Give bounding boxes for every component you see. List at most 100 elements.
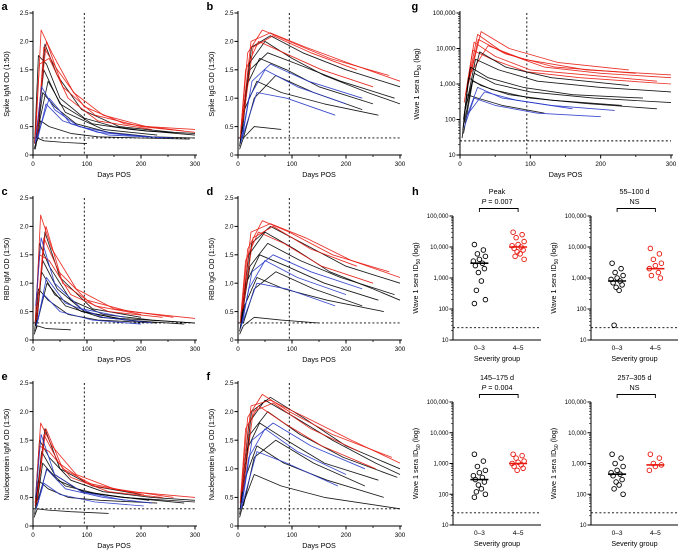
panel-c-rbd-igm: 0 100 200 300 0 0.5 1.0 1.5 2.0 2.5 Days POS RBD Ig… — [0, 185, 205, 370]
svg-text:100: 100 — [287, 346, 298, 353]
svg-text:1.5: 1.5 — [225, 437, 234, 444]
panel-h-letter: h — [412, 186, 419, 198]
svg-text:0: 0 — [31, 161, 35, 168]
svg-text:100,000: 100,000 — [565, 400, 587, 406]
svg-text:0: 0 — [236, 346, 240, 353]
panel-h-257-305d: 10 100 1,000 10,000 100,000 0–3 4–5 257–305 d NS… — [548, 371, 685, 556]
svg-text:100,000: 100,000 — [427, 400, 449, 406]
svg-text:4–5: 4–5 — [513, 530, 524, 537]
chart-c: 0 100 200 300 0 0.5 1.0 1.5 2.0 2.5 Days POS RBD Ig… — [2, 186, 201, 364]
svg-text:0: 0 — [236, 161, 240, 168]
svg-text:10,000: 10,000 — [430, 431, 449, 437]
svg-text:2.0: 2.0 — [225, 409, 234, 416]
svg-text:0.5: 0.5 — [225, 124, 234, 131]
svg-text:f: f — [207, 371, 211, 383]
chart-b: 0 100 200 300 0 0.5 1.0 1.5 2.0 2.5 Days POS Spike … — [207, 1, 406, 179]
svg-text:1.0: 1.0 — [225, 95, 234, 102]
svg-text:1.5: 1.5 — [225, 67, 234, 74]
svg-text:55–100 d: 55–100 d — [620, 187, 650, 196]
svg-text:2.5: 2.5 — [225, 10, 234, 17]
svg-text:200: 200 — [341, 532, 352, 539]
svg-text:1,000: 1,000 — [433, 462, 449, 468]
svg-text:200: 200 — [341, 346, 352, 353]
svg-text:100: 100 — [438, 307, 449, 313]
svg-text:10,000: 10,000 — [568, 245, 587, 251]
svg-text:0: 0 — [25, 523, 29, 530]
svg-text:1.0: 1.0 — [225, 466, 234, 473]
svg-text:0.5: 0.5 — [225, 309, 234, 316]
svg-text:100: 100 — [576, 307, 587, 313]
svg-text:c: c — [2, 186, 8, 198]
svg-text:10: 10 — [580, 523, 587, 529]
svg-text:1.5: 1.5 — [20, 67, 29, 74]
svg-text:1.0: 1.0 — [20, 95, 29, 102]
svg-text:0: 0 — [25, 337, 29, 344]
svg-text:300: 300 — [395, 346, 406, 353]
svg-text:Days POS: Days POS — [549, 170, 583, 179]
svg-text:1.0: 1.0 — [225, 280, 234, 287]
svg-text:10: 10 — [448, 152, 456, 159]
svg-text:100: 100 — [576, 492, 587, 498]
svg-text:Peak: Peak — [489, 187, 506, 196]
svg-text:Days POS: Days POS — [97, 541, 131, 550]
svg-text:2.5: 2.5 — [225, 380, 234, 387]
svg-text:1.0: 1.0 — [20, 280, 29, 287]
chart-h4: 10 100 1,000 10,000 100,000 0–3 4–5 257–305 dNS… — [549, 373, 678, 548]
svg-text:0–3: 0–3 — [474, 530, 485, 537]
svg-text:Nucleoprotein IgG OD (1:50): Nucleoprotein IgG OD (1:50) — [207, 409, 216, 500]
svg-text:300: 300 — [395, 532, 406, 539]
svg-text:100: 100 — [287, 532, 298, 539]
panel-d-rbd-igg: 0 100 200 300 0 0.5 1.0 1.5 2.0 2.5 Days POS RBD Ig… — [205, 185, 410, 370]
svg-text:1.5: 1.5 — [225, 252, 234, 259]
svg-text:200: 200 — [595, 161, 606, 168]
svg-text:e: e — [2, 371, 8, 383]
svg-text:4–5: 4–5 — [650, 345, 661, 352]
svg-text:1.5: 1.5 — [20, 437, 29, 444]
svg-text:g: g — [412, 1, 419, 13]
svg-text:4–5: 4–5 — [650, 530, 661, 537]
svg-text:10: 10 — [442, 338, 449, 344]
chart-a: 0 100 200 300 0 0.5 1.0 1.5 2.0 2.5 Days POS Spike … — [2, 1, 201, 179]
svg-text:1,000: 1,000 — [571, 462, 587, 468]
svg-text:Days POS: Days POS — [97, 170, 131, 179]
svg-text:300: 300 — [395, 161, 406, 168]
svg-text:0: 0 — [31, 532, 35, 539]
svg-text:Wave 1 sera ID50 (log): Wave 1 sera ID50 (log) — [549, 242, 560, 313]
svg-text:RBD IgG OD (1:50): RBD IgG OD (1:50) — [207, 238, 216, 300]
panel-e-nucleoprotein-igm: 0 100 200 300 0 0.5 1.0 1.5 2.0 2.5 Days POS Nucleo… — [0, 370, 205, 556]
svg-text:0: 0 — [230, 337, 234, 344]
svg-text:Wave 1 sera ID50 (log): Wave 1 sera ID50 (log) — [549, 428, 560, 499]
svg-text:1,000: 1,000 — [571, 276, 587, 282]
svg-text:10: 10 — [580, 338, 587, 344]
svg-text:2.5: 2.5 — [20, 195, 29, 202]
svg-text:0: 0 — [458, 161, 462, 168]
svg-text:Wave 1 sera ID50 (log): Wave 1 sera ID50 (log) — [412, 48, 423, 119]
svg-text:NS: NS — [630, 197, 640, 206]
svg-text:RBD IgM OD (1:50): RBD IgM OD (1:50) — [2, 238, 11, 301]
svg-text:Nucleoprotein IgM OD (1:50): Nucleoprotein IgM OD (1:50) — [2, 409, 11, 501]
chart-h2: 10 100 1,000 10,000 100,000 0–3 4–5 55–100 dNS S… — [549, 187, 678, 363]
svg-text:10,000: 10,000 — [436, 46, 456, 53]
svg-text:2.0: 2.0 — [20, 39, 29, 46]
svg-text:0: 0 — [230, 523, 234, 530]
svg-text:100: 100 — [82, 532, 93, 539]
svg-text:1.5: 1.5 — [20, 252, 29, 259]
svg-text:0–3: 0–3 — [612, 345, 623, 352]
svg-text:0.5: 0.5 — [20, 124, 29, 131]
svg-text:1,000: 1,000 — [433, 276, 449, 282]
svg-text:Severity group: Severity group — [474, 539, 520, 548]
svg-text:300: 300 — [190, 346, 201, 353]
svg-text:Spike IgM OD (1:50): Spike IgM OD (1:50) — [2, 51, 11, 117]
svg-text:2.0: 2.0 — [20, 224, 29, 231]
svg-text:2.5: 2.5 — [20, 380, 29, 387]
panel-a-spike-igm: 0 100 200 300 0 0.5 1.0 1.5 2.0 2.5 Days POS Spike … — [0, 0, 205, 185]
svg-text:300: 300 — [190, 161, 201, 168]
svg-text:0.5: 0.5 — [225, 495, 234, 502]
svg-text:100: 100 — [525, 161, 536, 168]
svg-text:100: 100 — [445, 117, 456, 124]
panel-h-55-100d: 10 100 1,000 10,000 100,000 0–3 4–5 55–100 d NS S… — [548, 185, 685, 371]
svg-text:Days POS: Days POS — [302, 541, 336, 550]
svg-text:1,000: 1,000 — [440, 81, 456, 88]
